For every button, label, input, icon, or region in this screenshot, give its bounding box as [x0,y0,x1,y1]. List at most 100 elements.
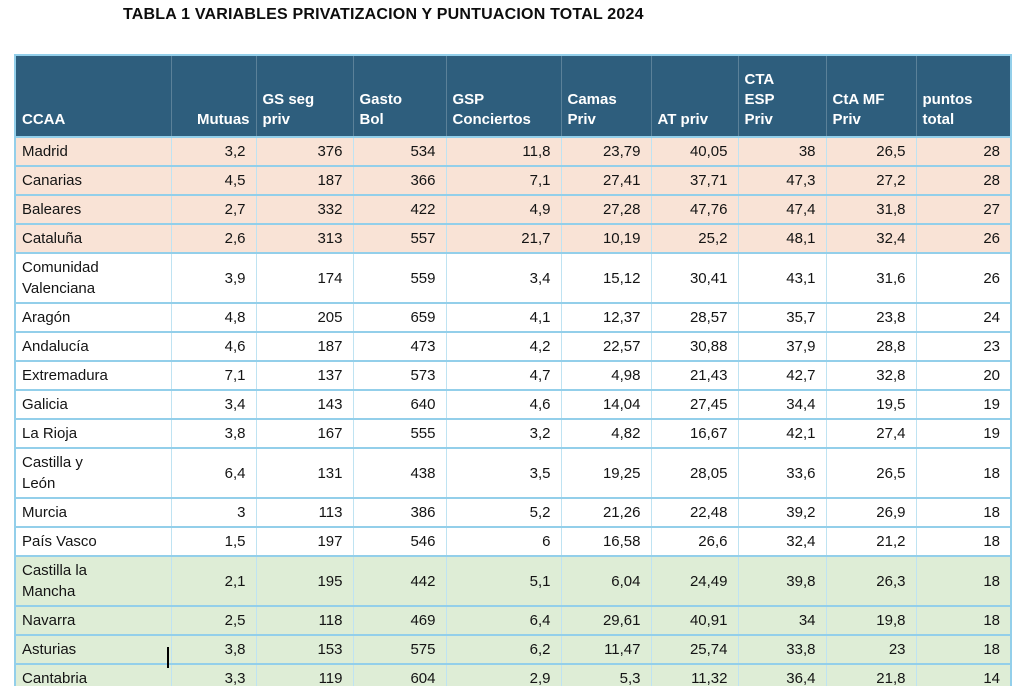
cell-ccaa[interactable]: Comunidad Valenciana [15,252,171,303]
cell-value[interactable]: 11,47 [560,634,651,664]
cell-value[interactable]: 376 [255,136,353,166]
cell-value[interactable]: 22,48 [650,497,738,527]
cell-value[interactable]: 26,6 [650,526,738,556]
cell-value[interactable]: 153 [255,634,353,664]
cell-value[interactable]: 28,8 [825,331,916,361]
cell-value[interactable]: 6,2 [445,634,561,664]
cell-value[interactable]: 131 [255,447,353,498]
cell-value[interactable]: 469 [352,605,446,635]
cell-value[interactable]: 24,49 [650,555,738,606]
cell-value[interactable]: 640 [352,389,446,419]
cell-value[interactable]: 386 [352,497,446,527]
cell-value[interactable]: 18 [915,605,1011,635]
cell-value[interactable]: 18 [915,497,1011,527]
cell-value[interactable]: 137 [255,360,353,390]
cell-ccaa[interactable]: Navarra [15,605,171,635]
cell-value[interactable]: 5,1 [445,555,561,606]
cell-value[interactable]: 18 [915,526,1011,556]
cell-value[interactable]: 2,9 [445,663,561,686]
cell-value[interactable]: 28 [915,165,1011,195]
cell-value[interactable]: 32,4 [737,526,826,556]
cell-value[interactable]: 4,8 [170,302,256,332]
cell-value[interactable]: 40,91 [650,605,738,635]
cell-value[interactable]: 6,04 [560,555,651,606]
cell-value[interactable]: 27 [915,194,1011,224]
cell-value[interactable]: 14 [915,663,1011,686]
cell-ccaa[interactable]: Castilla y León [15,447,171,498]
cell-value[interactable]: 37,9 [737,331,826,361]
cell-value[interactable]: 32,8 [825,360,916,390]
cell-value[interactable]: 3,4 [445,252,561,303]
cell-value[interactable]: 43,1 [737,252,826,303]
cell-value[interactable]: 313 [255,223,353,253]
cell-value[interactable]: 28,57 [650,302,738,332]
cell-value[interactable]: 47,76 [650,194,738,224]
cell-value[interactable]: 28 [915,136,1011,166]
cell-value[interactable]: 6,4 [445,605,561,635]
cell-value[interactable]: 25,2 [650,223,738,253]
cell-ccaa[interactable]: Murcia [15,497,171,527]
cell-value[interactable]: 143 [255,389,353,419]
cell-value[interactable]: 4,2 [445,331,561,361]
cell-value[interactable]: 23 [825,634,916,664]
cell-value[interactable]: 118 [255,605,353,635]
cell-ccaa[interactable]: Extremadura [15,360,171,390]
cell-value[interactable]: 15,12 [560,252,651,303]
cell-value[interactable]: 11,8 [445,136,561,166]
cell-value[interactable]: 21,2 [825,526,916,556]
cell-value[interactable]: 19 [915,389,1011,419]
cell-value[interactable]: 22,57 [560,331,651,361]
header-cell-at-priv[interactable]: AT priv [650,55,738,137]
cell-value[interactable]: 3 [170,497,256,527]
cell-value[interactable]: 3,5 [445,447,561,498]
cell-value[interactable]: 366 [352,165,446,195]
cell-value[interactable]: 25,74 [650,634,738,664]
cell-value[interactable]: 4,1 [445,302,561,332]
cell-value[interactable]: 42,1 [737,418,826,448]
cell-value[interactable]: 473 [352,331,446,361]
cell-value[interactable]: 40,05 [650,136,738,166]
cell-value[interactable]: 36,4 [737,663,826,686]
cell-value[interactable]: 27,2 [825,165,916,195]
cell-value[interactable]: 7,1 [170,360,256,390]
cell-ccaa[interactable]: Aragón [15,302,171,332]
cell-value[interactable]: 11,32 [650,663,738,686]
cell-value[interactable]: 39,2 [737,497,826,527]
cell-value[interactable]: 14,04 [560,389,651,419]
cell-value[interactable]: 21,8 [825,663,916,686]
cell-value[interactable]: 23,8 [825,302,916,332]
cell-value[interactable]: 4,6 [445,389,561,419]
cell-value[interactable]: 28,05 [650,447,738,498]
cell-ccaa[interactable]: La Rioja [15,418,171,448]
cell-value[interactable]: 555 [352,418,446,448]
cell-value[interactable]: 47,4 [737,194,826,224]
cell-value[interactable]: 20 [915,360,1011,390]
cell-value[interactable]: 21,26 [560,497,651,527]
cell-value[interactable]: 113 [255,497,353,527]
cell-value[interactable]: 24 [915,302,1011,332]
header-cell-ccaa[interactable]: CCAA [15,55,171,137]
cell-value[interactable]: 26 [915,252,1011,303]
cell-value[interactable]: 573 [352,360,446,390]
cell-value[interactable]: 26,5 [825,447,916,498]
cell-value[interactable]: 19 [915,418,1011,448]
cell-value[interactable]: 6 [445,526,561,556]
cell-value[interactable]: 37,71 [650,165,738,195]
cell-value[interactable]: 659 [352,302,446,332]
cell-ccaa[interactable]: Castilla la Mancha [15,555,171,606]
cell-value[interactable]: 119 [255,663,353,686]
cell-value[interactable]: 6,4 [170,447,256,498]
cell-value[interactable]: 30,88 [650,331,738,361]
cell-ccaa[interactable]: Asturias [15,634,171,664]
cell-ccaa[interactable]: Cantabria [15,663,171,686]
cell-value[interactable]: 26 [915,223,1011,253]
cell-value[interactable]: 12,37 [560,302,651,332]
cell-value[interactable]: 604 [352,663,446,686]
cell-value[interactable]: 27,28 [560,194,651,224]
cell-value[interactable]: 18 [915,447,1011,498]
cell-value[interactable]: 5,2 [445,497,561,527]
cell-value[interactable]: 23 [915,331,1011,361]
cell-value[interactable]: 534 [352,136,446,166]
cell-value[interactable]: 575 [352,634,446,664]
header-cell-gs-seg-priv[interactable]: GS seg priv [255,55,353,137]
